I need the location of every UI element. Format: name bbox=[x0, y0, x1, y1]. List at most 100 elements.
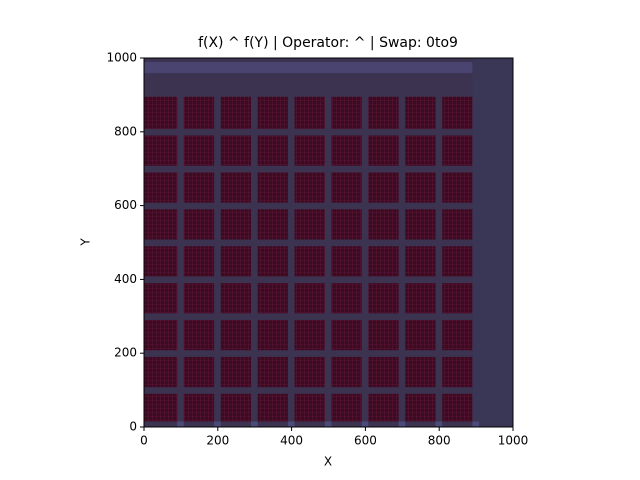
y-tick-label: 0 bbox=[129, 420, 137, 434]
y-tick-label: 800 bbox=[114, 124, 137, 138]
image bbox=[144, 58, 513, 427]
image-block bbox=[144, 96, 178, 129]
image-block bbox=[220, 96, 252, 129]
image-block bbox=[183, 246, 215, 277]
image-foot-band bbox=[214, 421, 221, 427]
image-block bbox=[183, 393, 215, 422]
y-tick-label: 600 bbox=[114, 198, 137, 212]
image-block bbox=[442, 96, 473, 129]
image-block bbox=[294, 96, 325, 129]
image-foot-band bbox=[251, 421, 258, 427]
image-block bbox=[144, 246, 178, 277]
image-block bbox=[368, 246, 399, 277]
x-axis-label: X bbox=[324, 455, 332, 469]
image-block bbox=[183, 319, 215, 351]
image-block bbox=[220, 393, 252, 422]
image-block bbox=[368, 172, 399, 203]
image-block bbox=[405, 356, 436, 388]
y-tick-label: 1000 bbox=[106, 51, 137, 65]
image-block bbox=[442, 283, 473, 314]
image-block bbox=[368, 319, 399, 351]
image-block bbox=[257, 356, 288, 388]
image-foot-band bbox=[177, 421, 184, 427]
x-tick-label: 1000 bbox=[498, 434, 529, 448]
image-foot-band bbox=[472, 421, 480, 427]
image-block bbox=[405, 246, 436, 277]
image-block bbox=[183, 356, 215, 388]
image-block bbox=[144, 172, 178, 203]
image-block bbox=[257, 135, 288, 166]
image-block bbox=[220, 319, 252, 351]
image-block bbox=[220, 283, 252, 314]
image-block bbox=[183, 209, 215, 240]
image-block bbox=[294, 393, 325, 422]
image-block bbox=[405, 135, 436, 166]
image-block bbox=[183, 283, 215, 314]
image-block bbox=[294, 172, 325, 203]
image-block bbox=[331, 283, 362, 314]
image-block bbox=[442, 172, 473, 203]
image-block bbox=[294, 356, 325, 388]
image-block bbox=[368, 209, 399, 240]
image-block bbox=[405, 209, 436, 240]
image-foot-band bbox=[435, 421, 443, 427]
x-tick-label: 400 bbox=[280, 434, 303, 448]
image-block bbox=[144, 356, 178, 388]
image-block bbox=[183, 96, 215, 129]
x-tick-label: 600 bbox=[354, 434, 377, 448]
image-block bbox=[442, 135, 473, 166]
image-block bbox=[368, 283, 399, 314]
image-block bbox=[257, 209, 288, 240]
image-block bbox=[405, 172, 436, 203]
image-block bbox=[331, 246, 362, 277]
image-block bbox=[294, 246, 325, 277]
image-top-band bbox=[144, 62, 513, 74]
image-block bbox=[442, 246, 473, 277]
y-axis-label: Y bbox=[79, 238, 93, 247]
image-block bbox=[331, 356, 362, 388]
image-block bbox=[294, 319, 325, 351]
image-block bbox=[442, 393, 473, 422]
image-block bbox=[405, 96, 436, 129]
image-block bbox=[220, 209, 252, 240]
image-foot-band bbox=[398, 421, 406, 427]
image-block bbox=[368, 96, 399, 129]
image-block bbox=[368, 356, 399, 388]
image-block bbox=[220, 172, 252, 203]
image-block bbox=[368, 393, 399, 422]
x-tick-label: 800 bbox=[428, 434, 451, 448]
image-block bbox=[368, 135, 399, 166]
image-block bbox=[442, 356, 473, 388]
image-foot-band bbox=[361, 421, 369, 427]
x-tick-label: 0 bbox=[140, 434, 148, 448]
image-block bbox=[144, 209, 178, 240]
image-block bbox=[405, 319, 436, 351]
axes-frame bbox=[143, 57, 514, 428]
image-block bbox=[405, 283, 436, 314]
image-block bbox=[257, 96, 288, 129]
image-block bbox=[294, 135, 325, 166]
image-block bbox=[442, 319, 473, 351]
x-tick-label: 200 bbox=[206, 434, 229, 448]
image-block bbox=[220, 246, 252, 277]
image-block bbox=[144, 135, 178, 166]
y-tick-label: 200 bbox=[114, 346, 137, 360]
image-block bbox=[257, 172, 288, 203]
image-block bbox=[331, 96, 362, 129]
image-block bbox=[183, 135, 215, 166]
image-right-band bbox=[472, 58, 513, 427]
image-block bbox=[144, 393, 178, 422]
image-block bbox=[144, 283, 178, 314]
image-foot-band bbox=[287, 421, 295, 427]
image-block bbox=[220, 135, 252, 166]
image-block bbox=[257, 393, 288, 422]
image-block bbox=[294, 283, 325, 314]
image-foot-band bbox=[324, 421, 332, 427]
image-block bbox=[331, 209, 362, 240]
image-block bbox=[257, 283, 288, 314]
image-block bbox=[220, 356, 252, 388]
image-block bbox=[331, 135, 362, 166]
image-block bbox=[257, 319, 288, 351]
y-tick-label: 400 bbox=[114, 272, 137, 286]
